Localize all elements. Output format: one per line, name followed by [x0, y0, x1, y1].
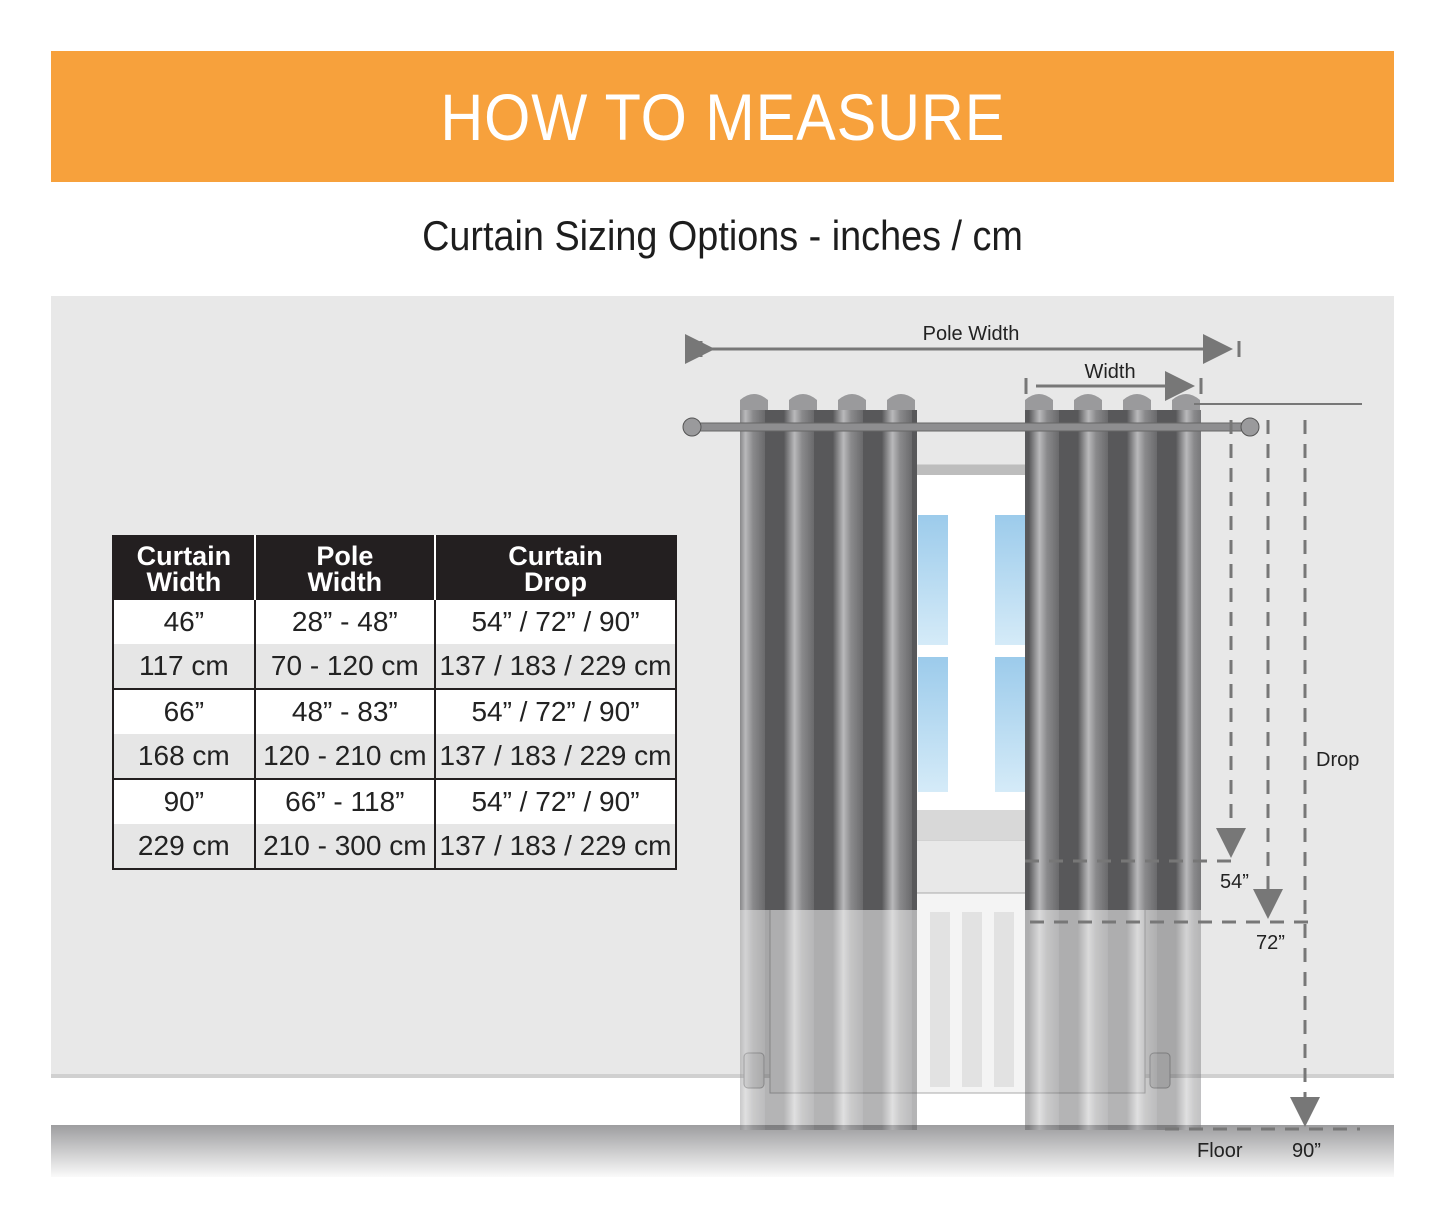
drop-label: Drop [1316, 749, 1359, 771]
cell: 66” [113, 689, 256, 734]
pole-width-label: Pole Width [923, 323, 1020, 345]
sizing-table: Curtain Width Pole Width Curtain Drop 46” 2… [112, 535, 678, 870]
table-row-cm: 168 cm 120 - 210 cm 137 / 183 / 229 cm [113, 734, 678, 780]
cell: 48” - 83” [254, 689, 436, 734]
cell: 66” - 118” [254, 779, 436, 824]
cell: 137 / 183 / 229 cm [434, 734, 678, 780]
cell: 137 / 183 / 229 cm [434, 824, 678, 870]
header-line: Curtain [136, 540, 232, 571]
cell: 137 / 183 / 229 cm [434, 644, 678, 690]
skirting-line [51, 1074, 1394, 1078]
drop-90-label: 90” [1292, 1140, 1321, 1162]
width-label: Width [1084, 361, 1135, 383]
drop-54-label: 54” [1220, 871, 1249, 893]
right-curtain [1025, 394, 1201, 1130]
header-line: Drop [523, 566, 587, 597]
table-row-cm: 117 cm 70 - 120 cm 137 / 183 / 229 cm [113, 644, 678, 690]
banner-title: HOW TO MEASURE [440, 79, 1005, 154]
cell: 120 - 210 cm [254, 734, 436, 780]
cell: 28” - 48” [254, 600, 436, 644]
curtain-pole [682, 417, 1260, 437]
table-row-inches: 66” 48” - 83” 54” / 72” / 90” [113, 689, 678, 734]
drop-72-label: 72” [1256, 932, 1285, 954]
cell: 54” / 72” / 90” [434, 779, 678, 824]
header-pole-width: Pole Width [254, 536, 436, 600]
header-line: Curtain [508, 540, 603, 571]
cell: 117 cm [113, 644, 256, 690]
header-banner: HOW TO MEASURE [51, 51, 1394, 182]
floor [51, 1125, 1394, 1177]
cell: 210 - 300 cm [254, 824, 436, 870]
header-line: Pole [316, 540, 374, 571]
cell: 70 - 120 cm [254, 644, 436, 690]
header-line: Width [146, 566, 222, 597]
cell: 90” [113, 779, 256, 824]
left-curtain [740, 394, 917, 1130]
table-row-cm: 229 cm 210 - 300 cm 137 / 183 / 229 cm [113, 824, 678, 870]
header-curtain-drop: Curtain Drop [434, 536, 676, 600]
header-curtain-width: Curtain Width [113, 536, 256, 600]
floor-label: Floor [1197, 1140, 1243, 1162]
table-row-inches: 90” 66” - 118” 54” / 72” / 90” [113, 779, 678, 824]
cell: 168 cm [113, 734, 256, 780]
cell: 54” / 72” / 90” [434, 689, 678, 734]
table-header: Curtain Width Pole Width Curtain Drop [113, 536, 676, 600]
subtitle: Curtain Sizing Options - inches / cm [422, 212, 1023, 259]
window [904, 464, 1036, 841]
cell: 54” / 72” / 90” [434, 600, 678, 644]
header-line: Width [307, 566, 383, 597]
table-row-inches: 46” 28” - 48” 54” / 72” / 90” [113, 600, 678, 644]
cell: 229 cm [113, 824, 256, 870]
cell: 46” [113, 600, 256, 644]
